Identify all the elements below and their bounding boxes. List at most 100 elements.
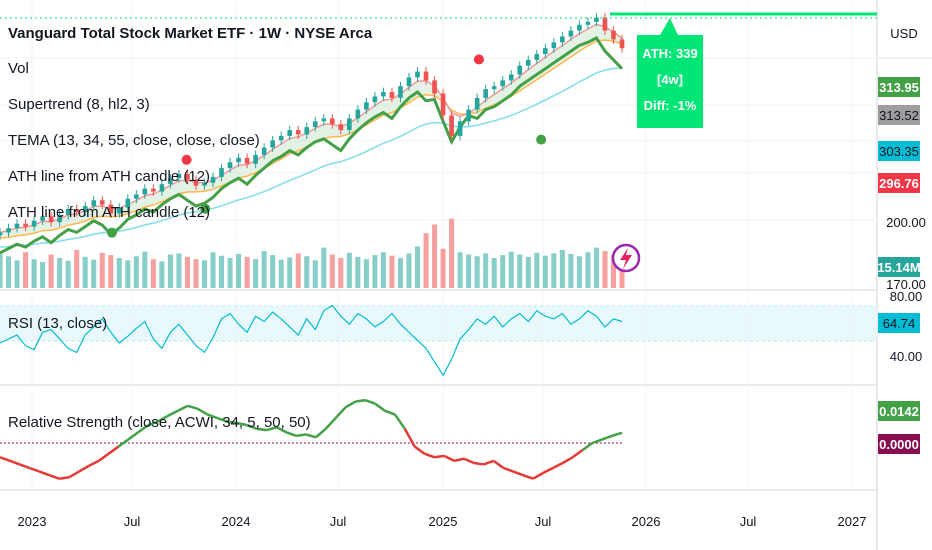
lightning-icon[interactable] — [611, 243, 641, 273]
rs-segment — [88, 459, 100, 467]
price-tick-200: 200.00 — [886, 215, 926, 230]
candle-body — [611, 30, 616, 40]
legend-relative-strength[interactable]: Relative Strength (close, ACWI, 34, 5, 5… — [8, 414, 311, 431]
candle-body — [602, 17, 608, 31]
candle-body — [176, 173, 182, 179]
volume-bar — [270, 255, 276, 288]
currency-label[interactable]: USD — [890, 26, 917, 41]
volume-bar — [287, 257, 293, 288]
volume-bar — [253, 259, 259, 288]
volume-bar — [176, 253, 182, 288]
price-axis[interactable]: USD 313.95 313.52 303.35 296.76 200.00 1… — [877, 0, 932, 550]
rs-segment — [355, 398, 366, 403]
rs-segment — [364, 398, 376, 405]
rs-segment — [305, 433, 317, 439]
rs-segment — [344, 400, 357, 409]
candle-body — [261, 147, 267, 155]
candle-body — [347, 118, 352, 131]
rs-segment — [107, 445, 120, 455]
rs-segment — [68, 470, 80, 479]
candle-body — [508, 74, 514, 81]
volume-bar — [312, 260, 318, 288]
rs-segment — [147, 420, 159, 427]
candle-body — [338, 124, 344, 131]
candle-body — [82, 206, 88, 212]
candle-body — [0, 232, 3, 236]
volume-bar — [508, 251, 514, 288]
rs-segment — [552, 461, 564, 470]
candle-body — [312, 121, 318, 128]
rs-segment — [236, 421, 248, 427]
volume-bar — [304, 256, 310, 288]
candle-body — [304, 127, 310, 135]
volume-bar — [346, 252, 352, 288]
volume-bar — [65, 260, 71, 288]
volume-bar — [602, 251, 608, 288]
volume-bar — [380, 252, 386, 288]
volume-bar — [338, 258, 344, 288]
volume-bar — [184, 256, 190, 288]
rs-segment — [216, 416, 228, 423]
volume-bar — [619, 259, 625, 288]
volume-bar — [576, 256, 582, 288]
rs-segment — [137, 424, 149, 434]
time-tick-jul-2025: Jul — [535, 514, 552, 529]
ath-callout: ATH: 339 [4w] Diff: -1% — [637, 18, 703, 128]
candle-body — [168, 178, 173, 185]
candle-body — [6, 228, 11, 233]
legend-vol[interactable]: Vol — [8, 60, 29, 77]
candle-body — [151, 188, 156, 192]
volume-bar — [227, 258, 233, 288]
candle-body — [91, 200, 97, 207]
volume-bar — [295, 253, 301, 288]
candle-body — [99, 200, 105, 205]
rs-series — [0, 398, 623, 480]
candle-body — [159, 184, 165, 192]
rs-segment — [127, 431, 139, 441]
volume-bar — [321, 247, 327, 288]
rs-segment — [29, 466, 40, 473]
candle-body — [253, 154, 258, 164]
badge-rs: 0.0142 — [878, 401, 920, 421]
volume-bar — [14, 260, 20, 288]
candle-body — [270, 140, 275, 148]
volume-bar — [542, 255, 548, 288]
supertrend-signal-marker — [106, 227, 117, 238]
candle-body — [74, 209, 79, 212]
legend-ath-line-2[interactable]: ATH line from ATH candle (12) — [8, 204, 210, 221]
candle-body — [389, 92, 395, 98]
symbol-title[interactable]: Vanguard Total Stock Market ETF · 1W · N… — [8, 25, 373, 42]
rs-segment — [393, 413, 406, 430]
rs-segment — [39, 470, 50, 477]
volume-bar — [159, 261, 165, 288]
time-axis[interactable]: 2023 Jul 2024 Jul 2025 Jul 2026 Jul 2027 — [18, 514, 867, 529]
supertrend-signal-marker — [536, 134, 547, 145]
candle-body — [585, 21, 591, 25]
volume-bar — [474, 256, 480, 288]
legend-rsi[interactable]: RSI (13, close) — [8, 315, 107, 332]
rs-segment — [266, 426, 277, 432]
candle-body — [398, 86, 403, 98]
candle-body — [491, 86, 497, 90]
badge-rsi-value: 64.74 — [883, 316, 916, 331]
rs-segment — [522, 473, 534, 480]
legend-tema[interactable]: TEMA (13, 34, 55, close, close, close) — [8, 132, 260, 149]
legend-supertrend[interactable]: Supertrend (8, hl2, 3) — [8, 96, 150, 113]
volume-bar — [397, 258, 403, 288]
candle-body — [457, 121, 463, 136]
badge-supertrend-down-value: 296.76 — [879, 176, 919, 191]
volume-bar — [57, 258, 63, 288]
volume-bar — [133, 256, 139, 288]
candle-body — [236, 157, 241, 163]
badge-supertrend-down: 296.76 — [878, 173, 920, 193]
ath-callout-period: [4w] — [657, 72, 683, 87]
candle-body — [474, 97, 480, 110]
rs-segment — [0, 456, 11, 463]
candle-body — [329, 118, 335, 125]
rs-segment — [492, 459, 505, 470]
legend-ath-line-1[interactable]: ATH line from ATH candle (12) — [8, 168, 210, 185]
rs-segment — [324, 417, 337, 430]
volume-bar — [585, 252, 591, 288]
volume-bar — [449, 218, 455, 288]
